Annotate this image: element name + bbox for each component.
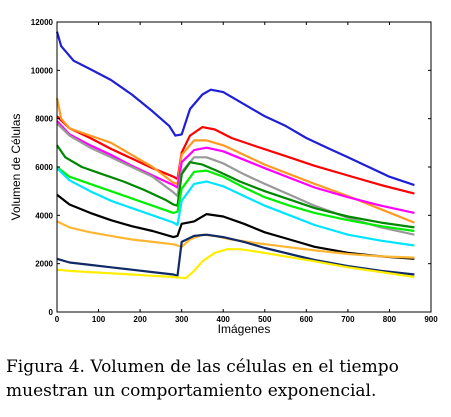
series-line-11 xyxy=(56,233,415,277)
series-line-5 xyxy=(56,122,415,236)
y-axis-label: Volumen de Células xyxy=(9,114,23,221)
series-line-1 xyxy=(55,31,415,187)
x-tick-label: 200 xyxy=(133,315,147,324)
x-tick-label: 400 xyxy=(217,315,231,324)
x-tick-label: 300 xyxy=(175,315,189,324)
y-tick-label: 0 xyxy=(49,308,54,317)
series-line-6 xyxy=(56,144,415,229)
series-line-7 xyxy=(56,166,415,233)
series-line-8 xyxy=(56,167,415,247)
x-tick-label: 100 xyxy=(92,315,106,324)
series-line-9 xyxy=(56,193,415,260)
x-tick-label: 700 xyxy=(341,315,355,324)
y-tick-label: 10000 xyxy=(31,66,54,75)
series-line-12 xyxy=(56,248,415,280)
y-tick-label: 4000 xyxy=(35,211,53,220)
y-tick-label: 8000 xyxy=(35,115,53,124)
y-tick-label: 6000 xyxy=(35,163,53,172)
x-axis: 0 100 200 300 400 500 600 700 800 900 xyxy=(55,22,438,324)
x-tick-label: 0 xyxy=(55,315,60,324)
series-line-4 xyxy=(56,120,415,214)
series-line-3 xyxy=(55,97,415,224)
figure-caption: Figura 4. Volumen de las células en el t… xyxy=(6,355,446,403)
x-tick-label: 800 xyxy=(383,315,397,324)
caption-line-1: Figura 4. Volumen de las células en el t… xyxy=(6,357,399,377)
y-axis: 0 2000 4000 6000 8000 10000 12000 xyxy=(31,18,431,317)
y-tick-label: 12000 xyxy=(31,18,54,27)
plot-lines xyxy=(55,31,415,280)
line-chart: 0 100 200 300 400 500 600 700 800 900 0 2000 4000 60… xyxy=(9,18,438,336)
y-tick-label: 2000 xyxy=(35,260,53,269)
x-axis-label: Imágenes xyxy=(218,322,271,336)
x-tick-label: 900 xyxy=(424,315,438,324)
series-line-10 xyxy=(56,220,415,259)
caption-line-2: muestran un comportamiento exponencial. xyxy=(6,381,377,401)
series-line-2 xyxy=(56,115,415,195)
x-tick-label: 600 xyxy=(300,315,314,324)
x-tick-label: 500 xyxy=(258,315,272,324)
